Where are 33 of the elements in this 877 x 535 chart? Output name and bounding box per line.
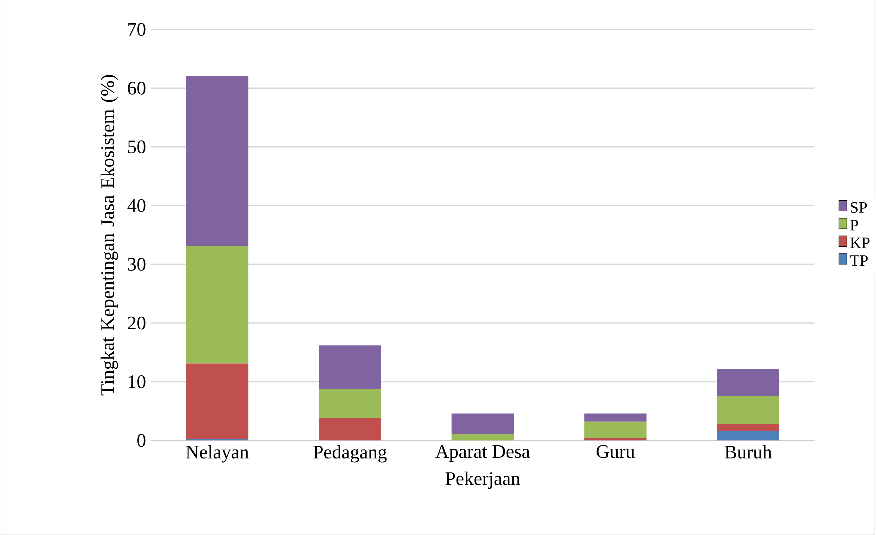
- y-axis-title: Tingkat Kepentingan Jasa Ekosistem (%): [100, 75, 118, 396]
- legend-label: KP: [850, 238, 870, 248]
- bar: [319, 345, 382, 389]
- y-tick-label: 70: [128, 23, 146, 36]
- y-tick-label: 0: [138, 434, 146, 448]
- legend-label: TP: [850, 255, 868, 266]
- bar: [186, 364, 249, 440]
- x-tick-label: Aparat Desa: [436, 445, 530, 462]
- bar: [717, 431, 780, 441]
- bar: [186, 76, 249, 246]
- x-tick-label: Guru: [596, 445, 635, 458]
- x-tick-label: Pedagang: [314, 445, 387, 463]
- bar: [717, 368, 780, 396]
- y-tick-label: 40: [128, 199, 146, 212]
- y-tick-label: 20: [128, 316, 146, 330]
- y-tick-label: 60: [128, 82, 146, 95]
- x-tick-label: Buruh: [725, 445, 772, 459]
- legend-label: SP: [851, 202, 868, 213]
- bar: [717, 424, 780, 432]
- x-axis-title: Pekerjaan: [446, 472, 520, 490]
- bar: [319, 418, 382, 441]
- bar: [452, 414, 514, 434]
- bar: [584, 422, 647, 438]
- bar: [186, 246, 249, 364]
- y-tick-label: 30: [128, 258, 146, 271]
- y-tick-label: 50: [128, 140, 146, 154]
- x-tick-label: Nelayan: [186, 445, 249, 463]
- bar: [319, 388, 382, 418]
- bar: [584, 414, 647, 422]
- legend-label: P: [850, 220, 858, 230]
- bar: [452, 434, 514, 441]
- bar: [717, 396, 780, 424]
- y-tick-label: 10: [129, 375, 146, 388]
